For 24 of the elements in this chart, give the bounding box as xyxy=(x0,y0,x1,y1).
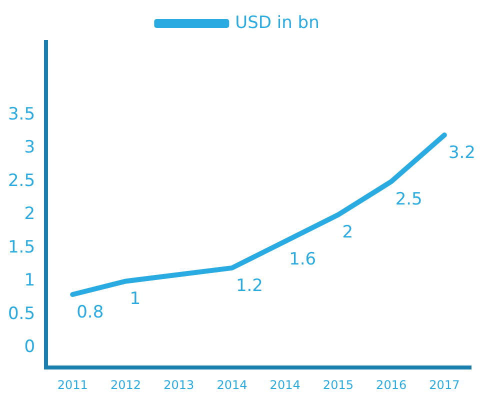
data-label: 0.8 xyxy=(76,302,104,322)
y-tick-label: 2 xyxy=(24,204,36,224)
data-label: 3.2 xyxy=(448,142,476,163)
y-tick-label: 0 xyxy=(24,337,36,358)
x-tick-label: 2014 xyxy=(216,378,248,392)
data-label: 1.2 xyxy=(236,276,264,296)
data-label: 2.5 xyxy=(395,189,422,210)
x-tick-label: 2013 xyxy=(164,378,194,392)
legend-label: USD in bn xyxy=(235,12,320,33)
x-tick-label: 2017 xyxy=(429,378,460,392)
x-tick-label: 2016 xyxy=(376,378,407,392)
x-tick-label: 2011 xyxy=(57,378,88,392)
data-label: 1.6 xyxy=(289,249,316,270)
y-tick-label: 1 xyxy=(24,270,36,291)
data-label: 2 xyxy=(342,222,354,243)
x-tick-label: 2014 xyxy=(270,378,300,392)
x-tick-label: 2012 xyxy=(110,378,141,392)
y-tick-label: 0.5 xyxy=(8,304,36,324)
x-tick-label: 2015 xyxy=(322,378,354,392)
data-label: 1 xyxy=(130,289,141,310)
y-tick-label: 3 xyxy=(24,138,36,158)
y-tick-label: 2.5 xyxy=(8,170,36,191)
y-tick-label: 1.5 xyxy=(8,237,36,258)
y-tick-label: 3.5 xyxy=(8,104,36,125)
